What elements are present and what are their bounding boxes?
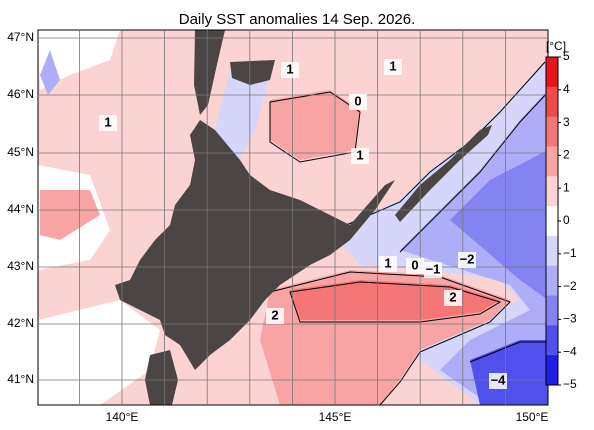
anomaly-patch [38, 300, 160, 405]
colorbar-tick-label: −3 [563, 312, 577, 326]
lat-label: 44°N [7, 202, 34, 216]
contour-label: −2 [460, 251, 475, 266]
contour-label: 2 [449, 289, 456, 304]
contour-label-bg [99, 115, 117, 131]
colorbar-tick-label: −1 [563, 246, 577, 260]
colorbar-tick-label: 0 [563, 213, 570, 227]
colorbar-tick-label: 5 [563, 49, 570, 63]
contour-label-bg [444, 290, 462, 306]
lat-label: 42°N [7, 316, 34, 330]
lon-label: 150°E [516, 410, 549, 424]
contour-label-bg [349, 94, 367, 110]
lat-label: 43°N [7, 259, 34, 273]
colorbar-swatch [546, 146, 558, 177]
lon-label: 140°E [106, 410, 139, 424]
colorbar-swatch [546, 86, 558, 118]
contour-label: −1 [426, 261, 441, 276]
contour-label: 1 [384, 255, 391, 270]
lat-label: 46°N [7, 87, 34, 101]
colorbar-swatch [546, 235, 558, 267]
colorbar-unit: [°C] [546, 39, 566, 53]
contour-lines [269, 61, 548, 405]
colorbar-tick-label: 2 [563, 148, 570, 162]
contour-label-bg [458, 252, 476, 268]
contour-label-bg [266, 308, 284, 324]
anomaly-patch [400, 90, 548, 405]
contour-label-bg [406, 258, 424, 274]
contour-label: 1 [389, 58, 396, 73]
colorbar-tick-label: −2 [563, 279, 577, 293]
contour-label-bg [424, 262, 442, 278]
land [115, 30, 492, 405]
contour-label: −4 [491, 372, 507, 387]
anomaly-patch [450, 150, 548, 300]
colorbar-swatch [546, 57, 558, 88]
colorbar-swatch [546, 176, 558, 207]
colorbar-tick-label: −5 [563, 377, 577, 391]
lat-label: 41°N [7, 372, 34, 386]
map-title: Daily SST anomalies 14 Sep. 2026. [179, 11, 416, 28]
colorbar-swatch [546, 206, 558, 237]
colorbar-tick-label: 3 [563, 115, 570, 129]
colorbar-swatch [546, 265, 558, 297]
contour-label: 1 [286, 61, 293, 76]
lon-label: 145°E [319, 410, 352, 424]
colorbar-tick-label: 1 [563, 180, 570, 194]
colorbar-swatch [546, 116, 558, 147]
contour-label: 1 [356, 147, 363, 162]
contour-label-bg [281, 62, 299, 78]
colorbar-swatch [546, 325, 558, 356]
anomaly-patch [40, 190, 100, 240]
colorbar-tick-label: −4 [563, 344, 577, 358]
lat-label: 47°N [7, 30, 34, 44]
colorbar-swatch [546, 355, 558, 386]
contour-label: 1 [104, 114, 111, 129]
contour-label: 0 [354, 93, 361, 108]
contour-label: 2 [271, 307, 278, 322]
contour-label-bg [489, 373, 507, 389]
anomaly-patch [40, 50, 60, 95]
map-area [38, 30, 548, 405]
contour-label-bg [351, 148, 369, 164]
contour-label: 0 [411, 257, 418, 272]
contour-label-bg [379, 256, 397, 272]
anomaly-patch [215, 70, 270, 160]
colorbar-swatch [546, 295, 558, 326]
colorbar-tick-label: 4 [563, 82, 570, 96]
contour-label-bg [384, 59, 402, 75]
lat-label: 45°N [7, 145, 34, 159]
